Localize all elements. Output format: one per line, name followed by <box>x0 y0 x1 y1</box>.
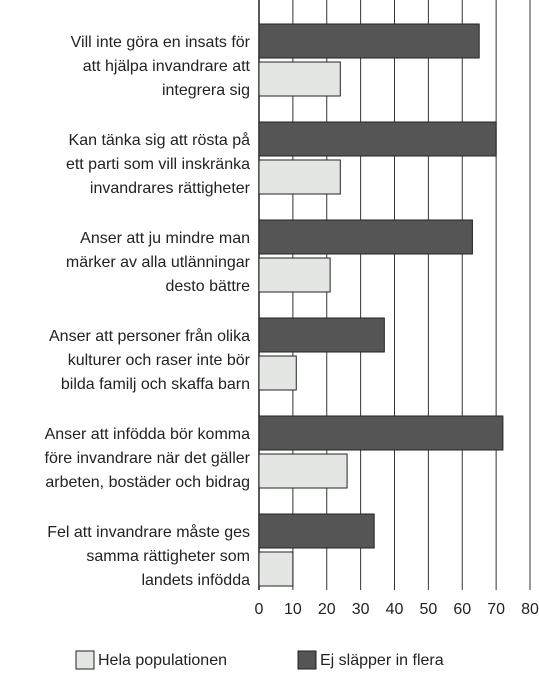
x-tick-label: 60 <box>453 601 471 618</box>
bar <box>258 513 375 549</box>
category-label: att hjälpa invandrare att <box>83 58 251 75</box>
category-label: Anser att personer från olika <box>49 327 250 345</box>
category-label: före invandrare när det gäller <box>45 450 251 467</box>
category-label: desto bättre <box>166 278 251 295</box>
bar <box>258 415 504 451</box>
category-label: Anser att ju mindre man <box>80 230 250 247</box>
category-label: bilda familj och skaffa barn <box>61 376 250 393</box>
category-label: Kan tänka sig att rösta på <box>69 131 251 149</box>
category-label: invandrares rättigheter <box>90 180 251 197</box>
category-label: kulturer och raser inte bör <box>68 352 251 369</box>
category-label: märker av alla utlänningar <box>66 254 251 271</box>
bar <box>258 61 341 97</box>
legend-swatch <box>75 650 95 670</box>
legend-swatch <box>297 650 317 670</box>
category-label: Vill inte göra en insats för <box>71 34 251 51</box>
bar <box>258 257 331 293</box>
x-tick-label: 40 <box>386 601 404 618</box>
x-tick-label: 70 <box>487 601 505 618</box>
x-tick-label: 80 <box>521 601 539 618</box>
category-label: landets infödda <box>141 572 250 589</box>
x-tick-label: 0 <box>255 601 264 618</box>
legend-label: Ej släpper in flera <box>320 652 444 669</box>
category-label: Fel att invandrare måste ges <box>47 523 250 541</box>
x-tick-label: 50 <box>419 601 437 618</box>
bar <box>258 317 385 353</box>
category-label: samma rättigheter som <box>86 548 250 565</box>
category-label: integrera sig <box>162 82 250 99</box>
bar <box>258 453 348 489</box>
category-label: ett parti som vill inskränka <box>66 156 250 173</box>
category-label: Anser att infödda bör komma <box>45 426 251 443</box>
bar <box>258 219 473 255</box>
category-label: arbeten, bostäder och bidrag <box>45 474 250 491</box>
legend-label: Hela populationen <box>98 652 227 669</box>
bar <box>258 355 297 391</box>
bar <box>258 159 341 195</box>
x-tick-label: 30 <box>352 601 370 618</box>
bar <box>258 23 480 59</box>
bar <box>258 551 294 587</box>
x-tick-label: 10 <box>284 601 302 618</box>
bar <box>258 121 497 157</box>
x-tick-label: 20 <box>318 601 336 618</box>
